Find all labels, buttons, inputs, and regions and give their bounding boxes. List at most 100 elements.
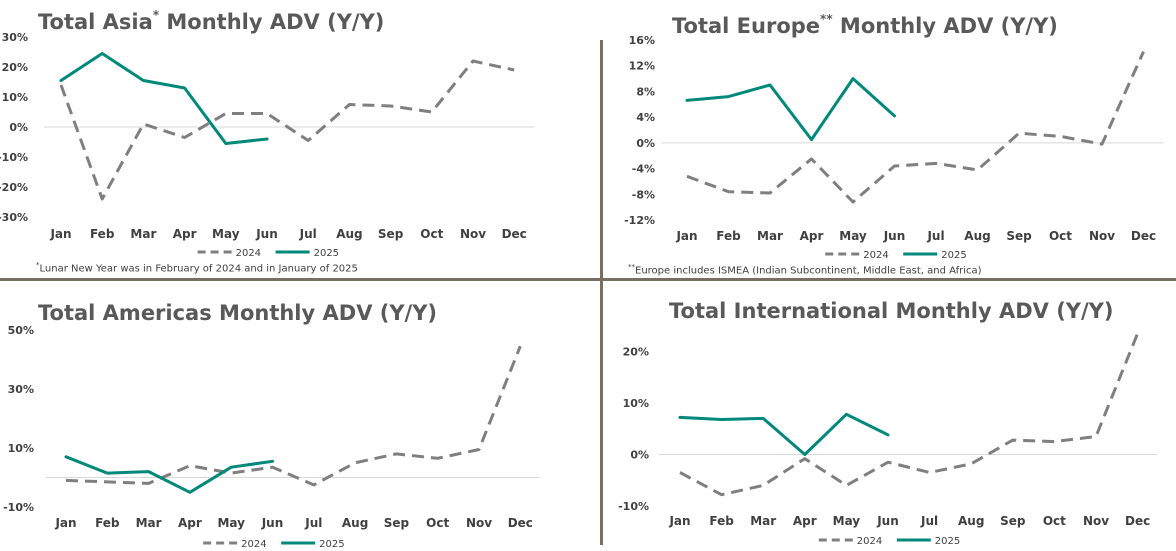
chart-panel-international: Total International Monthly ADV (Y/Y) -1…	[603, 281, 1176, 551]
y-tick-label: 0%	[9, 121, 28, 134]
chart-footnote: **Europe includes ISMEA (Indian Subconti…	[628, 263, 982, 276]
x-tick-label: Sep	[378, 227, 404, 241]
line-chart: -12% -8% -4% 0% 4% 8% 12% 16% Jan Feb Mar Apr May Jun…	[624, 34, 1164, 261]
x-tick-label: Aug	[964, 229, 990, 243]
y-tick-label: 50%	[8, 324, 34, 337]
x-tick-label: Oct	[1043, 514, 1066, 528]
x-tick-label: Nov	[1089, 229, 1115, 243]
horizontal-divider	[0, 278, 1176, 281]
x-tick-label: Jan	[668, 514, 690, 528]
x-tick-label: Sep	[384, 516, 410, 530]
y-tick-label: -8%	[632, 188, 655, 201]
x-tick-label: Mar	[130, 227, 156, 241]
x-tick-label: May	[212, 227, 240, 241]
x-tick-label: Feb	[90, 227, 115, 241]
x-tick-label: Aug	[342, 516, 368, 530]
x-tick-label: Mar	[750, 514, 776, 528]
x-tick-label: Jun	[255, 227, 278, 241]
footnote-text: Lunar New Year was in February of 2024 a…	[39, 263, 358, 275]
chart-title-main: Total Europe	[672, 14, 821, 38]
y-tick-label: -30%	[0, 211, 28, 224]
y-tick-label: 10%	[2, 91, 28, 104]
x-tick-label: Sep	[1000, 514, 1026, 528]
legend-label-2025: 2025	[319, 539, 344, 550]
series-line-2024	[679, 332, 1139, 497]
x-tick-label: Apr	[178, 516, 202, 530]
chart-title: Total Asia* Monthly ADV (Y/Y)	[38, 8, 385, 34]
x-tick-label: Feb	[95, 516, 120, 530]
chart-panel-asia: Total Asia* Monthly ADV (Y/Y) -30% -20% -1…	[0, 0, 600, 278]
x-tick-label: Nov	[460, 227, 486, 241]
y-tick-label: 8%	[636, 85, 655, 98]
line-chart: -30% -20% -10% 0% 10% 20% 30% Jan Feb Mar Apr May Ju…	[0, 31, 535, 259]
chart-title-main: Total International	[669, 299, 889, 323]
x-tick-label: Aug	[958, 514, 984, 528]
footnote-mark: **	[628, 263, 635, 271]
legend-label-2024: 2024	[863, 250, 888, 261]
x-tick-label: Dec	[1125, 514, 1150, 528]
x-tick-label: Jul	[926, 229, 944, 243]
y-tick-label: -10%	[3, 501, 34, 514]
vertical-divider	[600, 40, 603, 545]
y-tick-label: -20%	[0, 181, 28, 194]
x-tick-label: Oct	[1049, 229, 1072, 243]
x-tick-label: Nov	[466, 516, 492, 530]
y-tick-label: 12%	[629, 60, 655, 73]
y-tick-label: -4%	[632, 163, 655, 176]
chart-title-suffix: Monthly ADV (Y/Y)	[888, 299, 1114, 323]
x-tick-label: Oct	[426, 516, 449, 530]
series-line-2025	[678, 412, 890, 456]
x-tick-label: Oct	[420, 227, 443, 241]
series-line-2025	[64, 455, 274, 494]
x-tick-label: Dec	[1131, 229, 1156, 243]
y-tick-label: 20%	[2, 61, 28, 74]
x-tick-label: Mar	[136, 516, 162, 530]
x-tick-label: Jul	[299, 227, 317, 241]
x-tick-label: Apr	[793, 514, 817, 528]
chart-title-suffix: Monthly ADV (Y/Y)	[159, 10, 385, 34]
x-tick-label: Dec	[508, 516, 533, 530]
x-tick-label: Jun	[261, 516, 284, 530]
legend-label-2025: 2025	[941, 250, 966, 261]
x-tick-label: Nov	[1083, 514, 1109, 528]
x-tick-label: May	[217, 516, 245, 530]
chart-title: Total Americas Monthly ADV (Y/Y)	[38, 301, 437, 325]
x-tick-label: Feb	[716, 229, 741, 243]
x-tick-label: Jul	[920, 514, 938, 528]
series-line-2024	[65, 345, 522, 487]
x-tick-label: Mar	[757, 229, 783, 243]
chart-title-main: Total Asia	[38, 10, 153, 34]
x-tick-label: Jan	[675, 229, 697, 243]
y-tick-label: 20%	[623, 345, 649, 358]
chart-title-suffix: Monthly ADV (Y/Y)	[832, 14, 1058, 38]
footnote-mark: *	[36, 261, 40, 269]
chart-title-mark: **	[820, 12, 833, 26]
line-chart: -10% 10% 30% 50% Jan Feb Mar Apr May Jun Jul Aug Sep…	[3, 324, 541, 550]
y-tick-label: 10%	[623, 397, 649, 410]
chart-panel-europe: Total Europe** Monthly ADV (Y/Y) -12% -8%…	[603, 0, 1176, 278]
x-tick-label: Jan	[54, 516, 76, 530]
chart-title-suffix: Monthly ADV (Y/Y)	[211, 301, 438, 325]
line-chart: -10% 0% 10% 20% Jan Feb Mar Apr May Jun Jul Aug Sep O…	[618, 332, 1158, 547]
y-tick-label: -10%	[0, 151, 28, 164]
y-tick-label: 4%	[636, 111, 655, 124]
x-tick-label: May	[839, 229, 867, 243]
y-tick-label: 30%	[8, 383, 34, 396]
y-tick-label: 0%	[636, 137, 655, 150]
x-tick-label: Jun	[883, 229, 906, 243]
y-tick-label: 0%	[630, 448, 649, 461]
x-tick-label: Jan	[49, 227, 71, 241]
x-tick-label: Jun	[876, 514, 899, 528]
chart-title: Total Europe** Monthly ADV (Y/Y)	[672, 12, 1058, 38]
chart-title-mark: *	[152, 8, 160, 22]
x-tick-label: Apr	[173, 227, 197, 241]
x-tick-label: Feb	[709, 514, 734, 528]
x-tick-label: Aug	[336, 227, 362, 241]
legend-label-2025: 2025	[935, 536, 960, 547]
legend-label-2025: 2025	[314, 248, 339, 259]
series-line-2025	[685, 77, 896, 142]
series-line-2025	[59, 52, 269, 145]
y-tick-label: 30%	[2, 31, 28, 44]
y-tick-label: 16%	[629, 34, 655, 47]
series-line-2024	[59, 59, 515, 201]
